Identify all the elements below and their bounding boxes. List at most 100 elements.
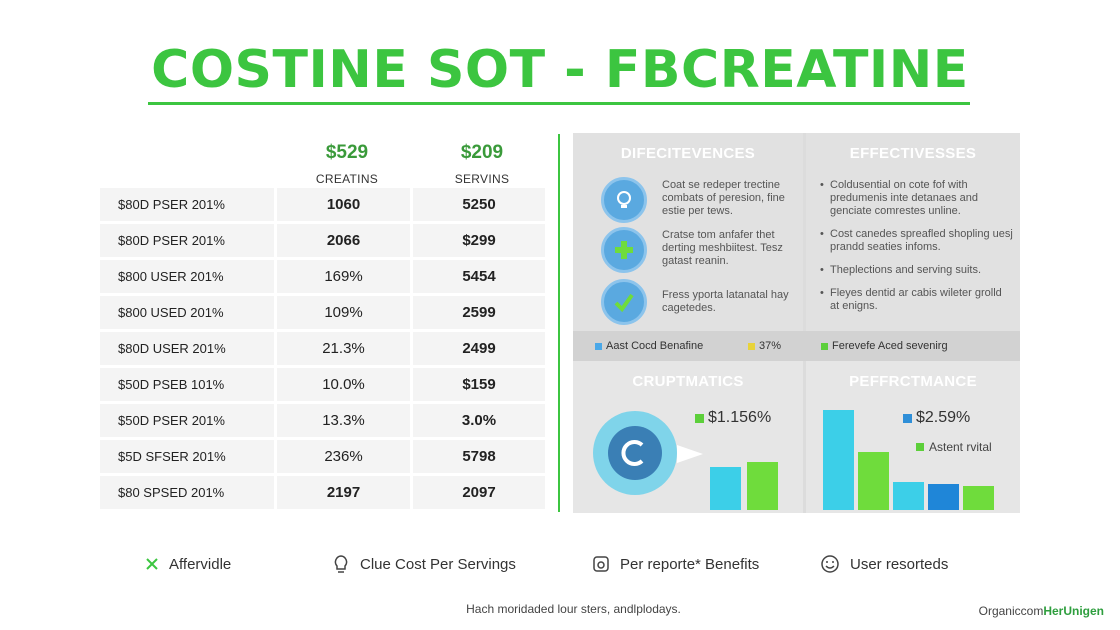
- table-row: $50D PSER 201% 13.3% 3.0%: [100, 404, 548, 440]
- difference-text: Coat se redeper trectine combats of pere…: [662, 179, 785, 217]
- difference-text: Fress yporta latanatal hay cagetedes.: [662, 289, 789, 314]
- bulb-outline-icon: [332, 554, 350, 574]
- title-underline: [148, 102, 970, 105]
- cruptmatics-title: CRUPTMATICS: [632, 373, 744, 390]
- chart-bar: [963, 486, 994, 510]
- feature-user-reported: User resorteds: [820, 549, 948, 579]
- difference-item: Coat se redeper trectine combats of pere…: [601, 177, 785, 223]
- column-header-creatins: $529 CREATINS: [282, 142, 412, 186]
- smile-icon: [820, 554, 840, 574]
- legend-label: 37%: [759, 340, 782, 352]
- list-item: Coldusential on cote fof with predumenis…: [818, 179, 1014, 218]
- legend-label: Aast Cocd Benafine: [606, 340, 704, 352]
- chart-bar: [710, 467, 741, 510]
- brand-accent: HerUnigen: [1043, 604, 1104, 618]
- creatins-value: 2197: [277, 476, 410, 509]
- chart-bar: [747, 462, 778, 510]
- servins-value: 3.0%: [413, 404, 545, 437]
- row-label: $80 SPSED 201%: [100, 476, 274, 509]
- performance-legend: Astent rvital: [916, 440, 992, 454]
- effectiveness-title: EFFECTIVESSES: [849, 145, 977, 162]
- chart-bar: [928, 484, 959, 510]
- feature-cost-per-serving: Clue Cost Per Servings: [332, 549, 516, 579]
- effectiveness-section: EFFECTIVESSES Coldusential on cote fof w…: [806, 133, 1020, 331]
- difference-text: Cratse tom anfafer thet derting meshbiit…: [662, 229, 783, 267]
- table-row: $50D PSEB 101% 10.0% $159: [100, 368, 548, 404]
- legend-strip: [573, 331, 1020, 361]
- effectiveness-list: Coldusential on cote fof with predumenis…: [818, 179, 1014, 323]
- value-text: $1.156%: [708, 409, 772, 426]
- cycle-icon: [593, 411, 677, 495]
- plus-icon: [601, 227, 647, 273]
- table-row: $80D USER 201% 21.3% 2499: [100, 332, 548, 368]
- table-row: $800 USER 201% 169% 5454: [100, 260, 548, 296]
- legend-label: Astent rvital: [929, 440, 992, 454]
- list-item: Theplections and serving suits.: [818, 264, 1014, 277]
- row-label: $80D PSER 201%: [100, 188, 274, 221]
- creatins-value: 21.3%: [277, 332, 410, 365]
- legend-swatch: [821, 342, 828, 350]
- legend-swatch: [748, 342, 755, 350]
- feature-label: Affervidle: [169, 555, 232, 573]
- creatins-value: 13.3%: [277, 404, 410, 437]
- servins-value: 5250: [413, 188, 545, 221]
- column-label: CREATINS: [315, 172, 379, 186]
- legend-label: Ferevefe Aced sevenirg: [832, 340, 948, 352]
- check-icon: [601, 279, 647, 325]
- servins-value: 2499: [413, 332, 545, 365]
- chart-bar: [823, 410, 854, 510]
- info-panel: DIFECITEVENCES Coat se redeper trectine …: [573, 133, 1020, 513]
- performance-value: $2.59%: [903, 409, 970, 427]
- footnote: Hach moridaded lour sters, andlplodays.: [466, 602, 681, 616]
- value-text: $2.59%: [916, 409, 971, 426]
- feature-benefits: Per reporte* Benefits: [592, 549, 759, 579]
- table-row: $80D PSER 201% 2066 $299: [100, 224, 548, 260]
- divider-line: [558, 134, 560, 512]
- servins-value: $299: [413, 224, 545, 257]
- table-row: $80 SPSED 201% 2197 2097: [100, 476, 548, 512]
- brand-mark: OrganiccomHerUnigen: [979, 604, 1104, 618]
- chart-bar: [893, 482, 924, 510]
- row-label: $80D PSER 201%: [100, 224, 274, 257]
- differences-section: DIFECITEVENCES Coat se redeper trectine …: [573, 133, 803, 331]
- table-row: $800 USED 201% 109% 2599: [100, 296, 548, 332]
- row-label: $800 USED 201%: [100, 296, 274, 329]
- column-price: $529: [325, 142, 369, 163]
- servins-value: 5798: [413, 440, 545, 473]
- list-item: Cost canedes spreafled shopling uesj pra…: [818, 228, 1014, 254]
- difference-item: Fress yporta latanatal hay cagetedes.: [601, 279, 789, 325]
- creatins-value: 1060: [277, 188, 410, 221]
- legend-item: Ferevefe Aced sevenirg: [821, 340, 948, 352]
- creatins-value: 109%: [277, 296, 410, 329]
- legend-swatch: [916, 443, 924, 451]
- row-label: $800 USER 201%: [100, 260, 274, 293]
- row-label: $5D SFSER 201%: [100, 440, 274, 473]
- page-title: COSTINE SOT - FBCREATINE: [151, 40, 969, 100]
- legend-item: Aast Cocd Benafine: [595, 340, 703, 352]
- row-label: $80D USER 201%: [100, 332, 274, 365]
- value-swatch: [903, 413, 912, 423]
- creatins-value: 10.0%: [277, 368, 410, 401]
- table-row: $80D PSER 201% 1060 5250: [100, 188, 548, 224]
- creatins-value: 169%: [277, 260, 410, 293]
- feature-label: Per reporte* Benefits: [620, 555, 760, 573]
- column-price: $209: [460, 142, 504, 163]
- creatins-value: 2066: [277, 224, 410, 257]
- difference-item: Cratse tom anfafer thet derting meshbiit…: [601, 227, 783, 273]
- differences-title: DIFECITEVENCES: [620, 145, 756, 162]
- column-header-servins: $209 SERVINS: [417, 142, 547, 186]
- creatins-value: 236%: [277, 440, 410, 473]
- legend-item: 37%: [748, 340, 781, 352]
- row-label: $50D PSER 201%: [100, 404, 274, 437]
- pointer-arrow: [677, 445, 703, 463]
- chart-bar: [858, 452, 889, 510]
- value-swatch: [695, 413, 704, 423]
- servins-value: $159: [413, 368, 545, 401]
- servins-value: 5454: [413, 260, 545, 293]
- column-label: SERVINS: [454, 172, 510, 186]
- feature-label: User resorteds: [850, 555, 949, 573]
- servins-value: 2599: [413, 296, 545, 329]
- x-icon: [145, 557, 159, 571]
- list-item: Fleyes dentid ar cabis wileter grolld at…: [818, 287, 1014, 313]
- servins-value: 2097: [413, 476, 545, 509]
